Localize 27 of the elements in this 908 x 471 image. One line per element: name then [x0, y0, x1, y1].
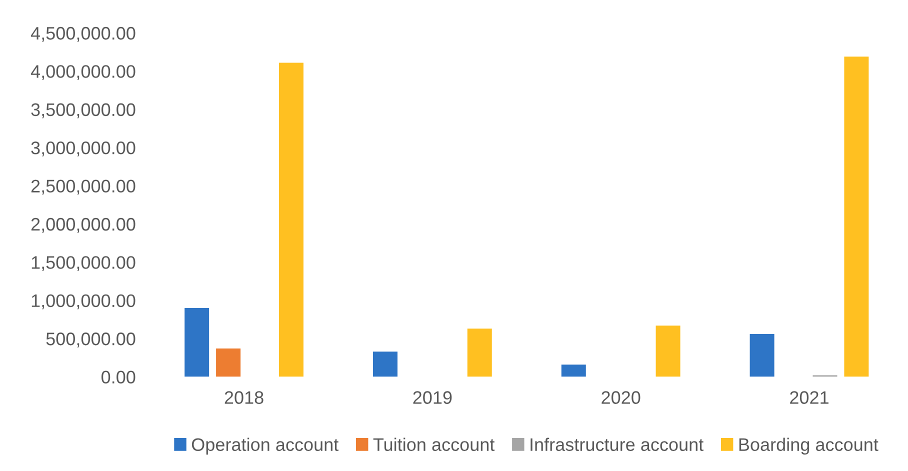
x-tick-label: 2020: [602, 391, 640, 404]
legend-label: Tuition account: [373, 438, 495, 452]
y-tick-label: 1,500,000.00: [32, 256, 136, 272]
bar: [216, 348, 241, 377]
legend-label: Boarding account: [739, 438, 878, 455]
x-tick-label: 2021: [790, 391, 828, 404]
y-tick-label: 2,000,000.00: [31, 218, 136, 233]
bar: [561, 364, 586, 377]
bar: [844, 56, 869, 377]
legend-label: Operation account: [192, 438, 339, 455]
x-tick-label: 2018: [224, 391, 264, 404]
bar: [184, 308, 210, 377]
y-tick-label: 4,000,000.00: [30, 65, 136, 80]
legend-label: Infrastructure account: [530, 438, 704, 452]
y-tick-label: 0.00: [102, 370, 136, 384]
y-tick-label: 2,500,000.00: [31, 180, 136, 195]
bar: [278, 62, 304, 377]
bar: [372, 352, 398, 377]
y-tick-label: 4,500,000.00: [30, 26, 136, 42]
bar: [656, 326, 680, 377]
bar: [750, 334, 774, 377]
bar: [467, 328, 492, 377]
y-tick-label: 1,000,000.00: [32, 294, 136, 310]
y-tick-label: 3,500,000.00: [31, 103, 136, 118]
y-tick-label: 3,000,000.00: [31, 142, 136, 156]
y-tick-label: 500,000.00: [46, 332, 136, 348]
x-tick-label: 2019: [413, 391, 452, 404]
